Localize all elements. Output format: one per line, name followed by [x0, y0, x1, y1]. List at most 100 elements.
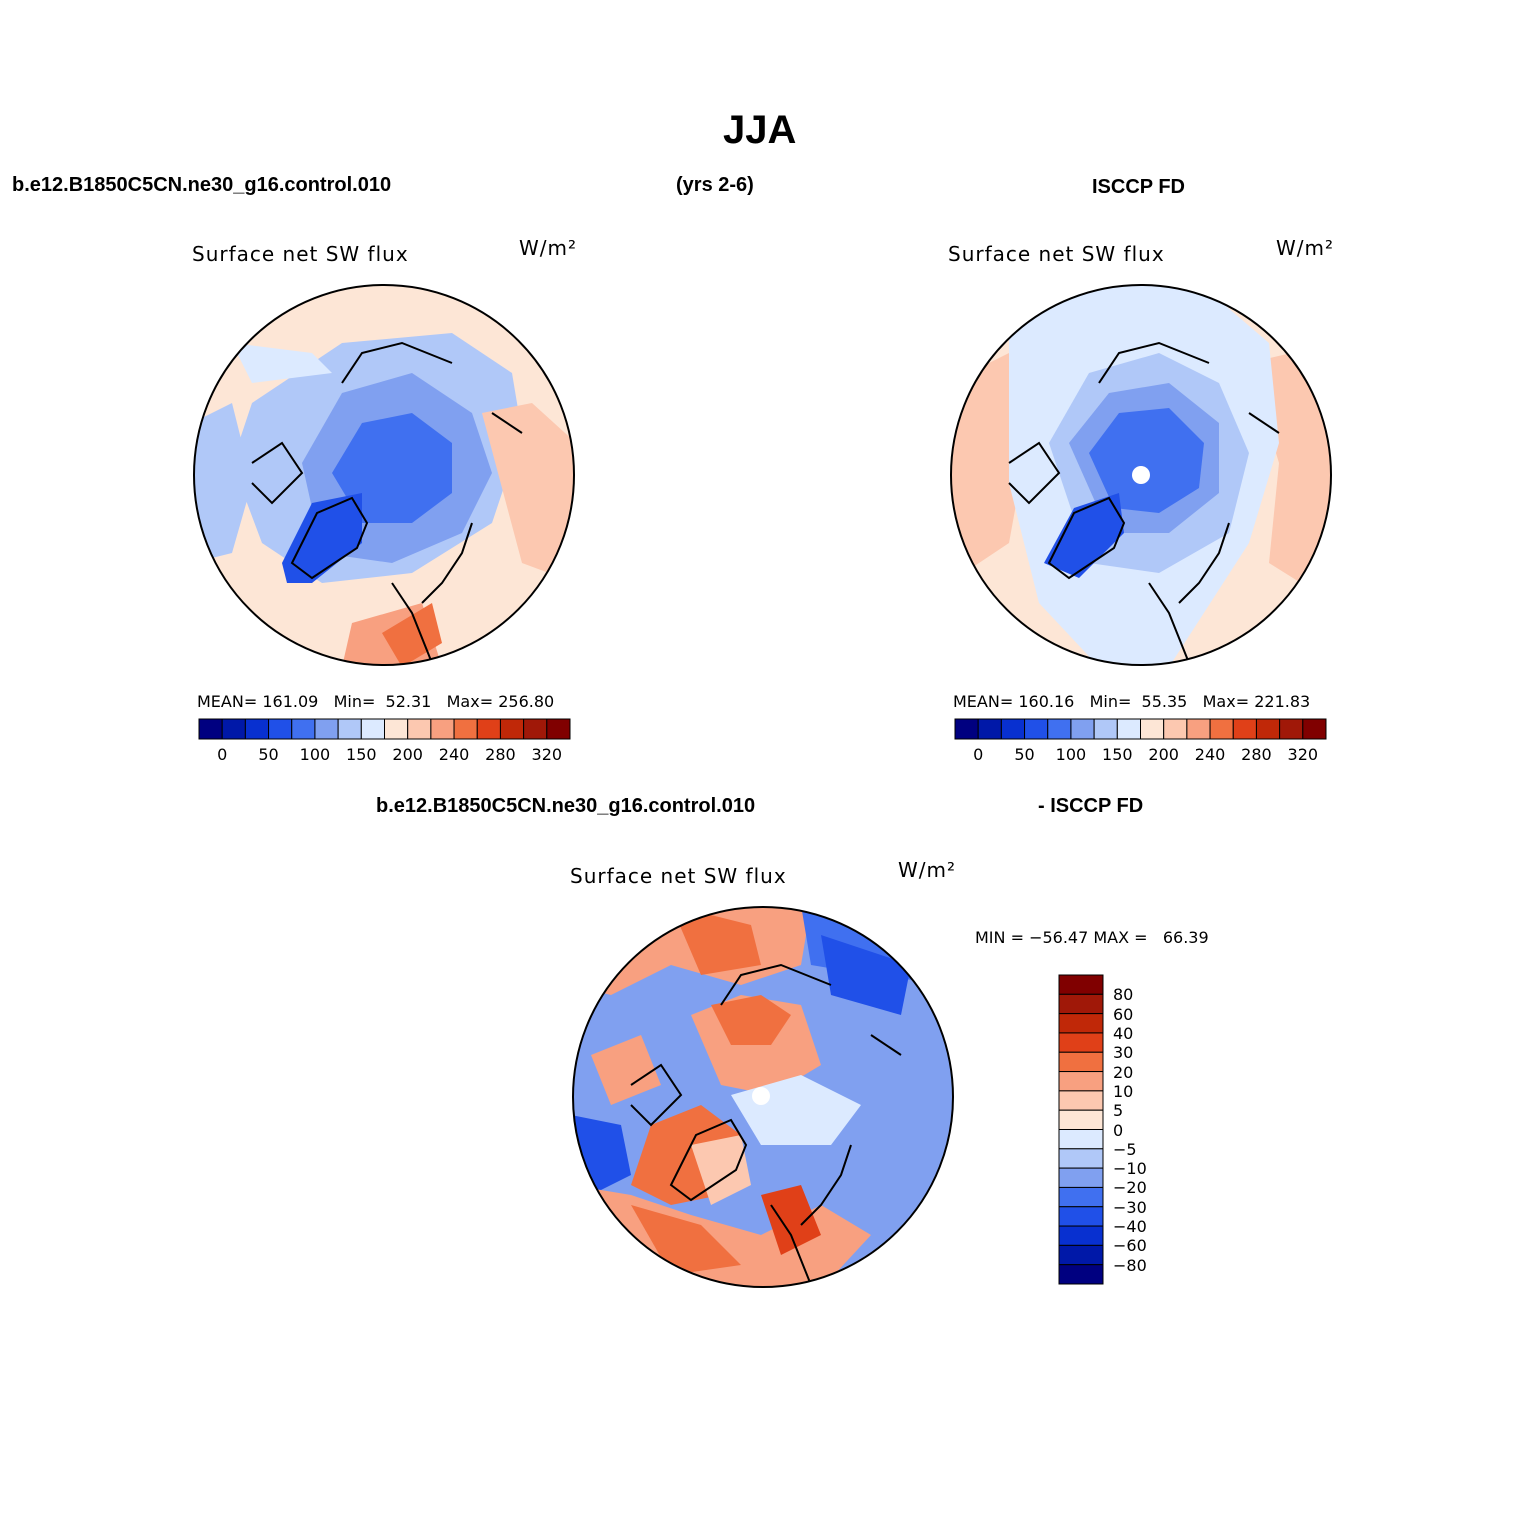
colorbar-swatch — [1070, 718, 1095, 740]
colorbar-tick-label: 60 — [1113, 1004, 1134, 1024]
model-colorbar — [198, 718, 571, 740]
colorbar-swatch — [453, 718, 478, 740]
max-value: 256.80 — [498, 692, 555, 711]
colorbar-swatch — [1058, 1186, 1104, 1208]
coastline — [1008, 341, 1280, 664]
colorbar-tick-label: −40 — [1113, 1217, 1147, 1237]
model-polar-map — [193, 284, 575, 666]
map-region — [1089, 408, 1204, 513]
colorbar-tick-label: 5 — [1113, 1101, 1124, 1121]
coastline — [630, 963, 902, 1286]
map-region — [691, 1135, 751, 1205]
colorbar-tick-label: 100 — [299, 745, 331, 764]
colorbar-tick-label: 50 — [1014, 745, 1035, 764]
colorbar-tick-label: −80 — [1113, 1255, 1147, 1275]
colorbar-swatch — [1140, 718, 1165, 740]
colorbar-swatch — [268, 718, 293, 740]
colorbar-swatch — [1186, 718, 1211, 740]
colorbar-swatch — [1163, 718, 1188, 740]
panel-obs-stats: MEAN= 160.16 Min= 55.35 Max= 221.83 — [953, 692, 1310, 711]
colorbar-tick-label: 150 — [1102, 745, 1133, 764]
colorbar-tick-label: 280 — [1241, 745, 1272, 764]
panel-model-units: W/m² — [519, 236, 578, 260]
colorbar-tick-label: 20 — [1113, 1062, 1134, 1082]
colorbar-swatch — [1302, 718, 1327, 740]
missing-data-pole — [1132, 466, 1150, 484]
colorbar-swatch — [244, 718, 270, 740]
colorbar-swatch — [1279, 718, 1304, 740]
colorbar-tick-label: 0 — [973, 745, 984, 764]
diff-variable: Surface net SW flux — [570, 864, 787, 888]
map-region — [671, 907, 761, 975]
map-region — [631, 1205, 741, 1275]
colorbar-swatch — [1000, 718, 1026, 740]
colorbar-swatch — [1058, 1244, 1104, 1266]
colorbar-swatch — [1047, 718, 1072, 740]
colorbar-swatch — [1058, 1129, 1104, 1150]
colorbar-tick-label: 100 — [1055, 745, 1087, 764]
mean-value: 160.16 — [1018, 692, 1075, 711]
colorbar-swatch — [977, 718, 1002, 740]
colorbar-swatch — [954, 718, 979, 740]
min-label: Min= — [1089, 692, 1132, 711]
colorbar-tick-label: 30 — [1113, 1043, 1134, 1063]
colorbar-swatch — [360, 718, 385, 740]
mean-value: 161.09 — [262, 692, 319, 711]
diff-colorbar — [1058, 974, 1104, 1285]
colorbar-swatch — [1058, 1013, 1104, 1034]
colorbar-tick-label: −5 — [1113, 1139, 1137, 1159]
colorbar-tick-label: 240 — [438, 745, 470, 764]
colorbar-swatch — [1058, 1264, 1104, 1285]
colorbar-swatch — [1058, 974, 1104, 995]
panel-obs-variable: Surface net SW flux — [948, 242, 1165, 266]
colorbar-swatch — [1093, 718, 1118, 740]
map-region — [232, 343, 332, 383]
colorbar-tick-label: −30 — [1113, 1197, 1147, 1217]
colorbar-swatch — [1058, 1051, 1104, 1073]
colorbar-tick-label: 320 — [1287, 745, 1319, 764]
panel-obs-units: W/m² — [1276, 236, 1335, 260]
colorbar-swatch — [430, 718, 455, 740]
map-region — [1044, 493, 1124, 578]
mean-label: MEAN= — [197, 692, 258, 711]
colorbar-tick-label: −20 — [1113, 1178, 1147, 1198]
colorbar-swatch — [1255, 718, 1281, 740]
max-label: Max= — [446, 692, 494, 711]
colorbar-swatch — [1058, 1206, 1104, 1227]
map-region — [711, 995, 791, 1045]
diff-polar-map — [572, 906, 954, 1288]
colorbar-swatch — [499, 718, 525, 740]
colorbar-tick-label: 200 — [1148, 745, 1179, 764]
colorbar-swatch — [407, 718, 432, 740]
colorbar-tick-label: −10 — [1113, 1159, 1147, 1179]
mean-label: MEAN= — [953, 692, 1014, 711]
colorbar-swatch — [1058, 1109, 1104, 1130]
diff-units: W/m² — [898, 858, 957, 882]
min-value: 52.31 — [385, 692, 432, 711]
coastline — [251, 341, 523, 664]
colorbar-swatch — [546, 718, 571, 740]
colorbar-tick-label: −60 — [1113, 1236, 1147, 1256]
colorbar-swatch — [1058, 1148, 1104, 1169]
colorbar-swatch — [1058, 1032, 1104, 1053]
colorbar-tick-label: 150 — [346, 745, 377, 764]
missing-data-pole — [752, 1087, 770, 1105]
obs-polar-map — [950, 284, 1332, 666]
colorbar-swatch — [384, 718, 409, 740]
diff-case-header: b.e12.B1850C5CN.ne30_g16.control.010 — [376, 795, 756, 817]
diff-obs-header: - ISCCP FD — [1038, 795, 1144, 817]
colorbar-swatch — [523, 718, 548, 740]
colorbar-swatch — [337, 718, 362, 740]
min-label: Min= — [333, 692, 376, 711]
figure-title: JJA — [723, 108, 797, 152]
colorbar-swatch — [1058, 993, 1104, 1015]
colorbar-tick-label: 240 — [1194, 745, 1226, 764]
colorbar-tick-label: 0 — [1113, 1120, 1124, 1140]
panel-model-stats: MEAN= 161.09 Min= 52.31 Max= 256.80 — [197, 692, 554, 711]
colorbar-swatch — [1116, 718, 1141, 740]
panel-model-variable: Surface net SW flux — [192, 242, 409, 266]
colorbar-tick-label: 10 — [1113, 1081, 1134, 1101]
map-region — [821, 935, 911, 1015]
map-region — [761, 1185, 821, 1255]
colorbar-swatch — [198, 718, 223, 740]
